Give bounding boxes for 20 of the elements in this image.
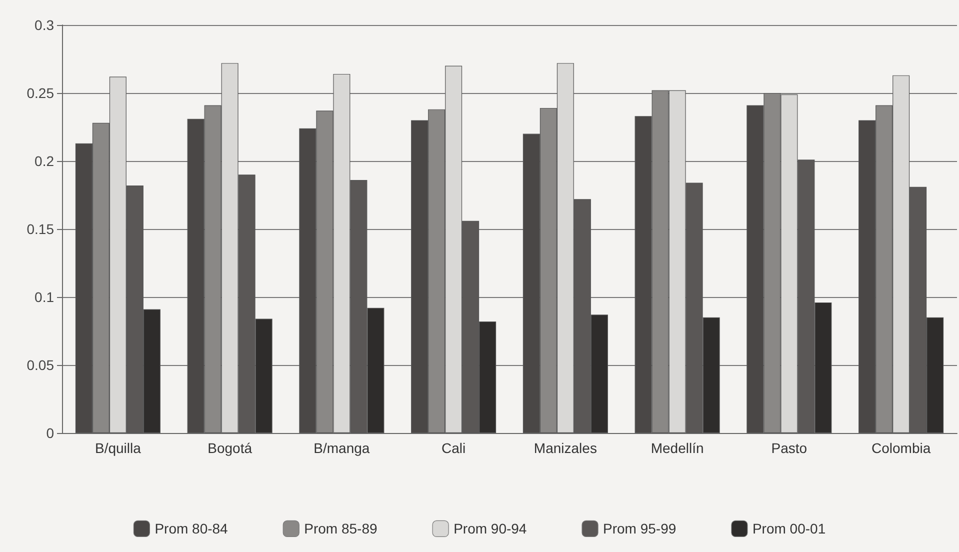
- x-tick-label: Medellín: [650, 440, 704, 456]
- x-tick-label: Bogotá: [208, 440, 252, 456]
- y-tick-label: 0.2: [34, 153, 54, 169]
- x-tick-label: Cali: [442, 440, 466, 456]
- x-tick-label: B/manga: [314, 440, 370, 456]
- y-tick-label: 0.1: [34, 289, 54, 305]
- y-tick-label: 0.25: [26, 85, 54, 101]
- y-tick-label: 0: [46, 425, 54, 441]
- legend-label: Prom 85-89: [304, 520, 378, 537]
- legend-label: Prom 95-99: [603, 520, 676, 537]
- x-tick-label: B/quilla: [94, 440, 142, 456]
- y-tick-label: 0.15: [26, 221, 54, 237]
- y-tick-label: 0.05: [26, 357, 54, 373]
- legend-label: Prom 00-01: [752, 520, 826, 537]
- legend-label: Prom 80-84: [154, 520, 228, 537]
- y-tick-label: 0.3: [34, 17, 54, 33]
- legend-label: Prom 90-94: [454, 520, 527, 537]
- x-tick-label: Colombia: [871, 440, 931, 456]
- x-tick-label: Manizales: [534, 440, 597, 456]
- x-tick-label: Pasto: [771, 440, 808, 456]
